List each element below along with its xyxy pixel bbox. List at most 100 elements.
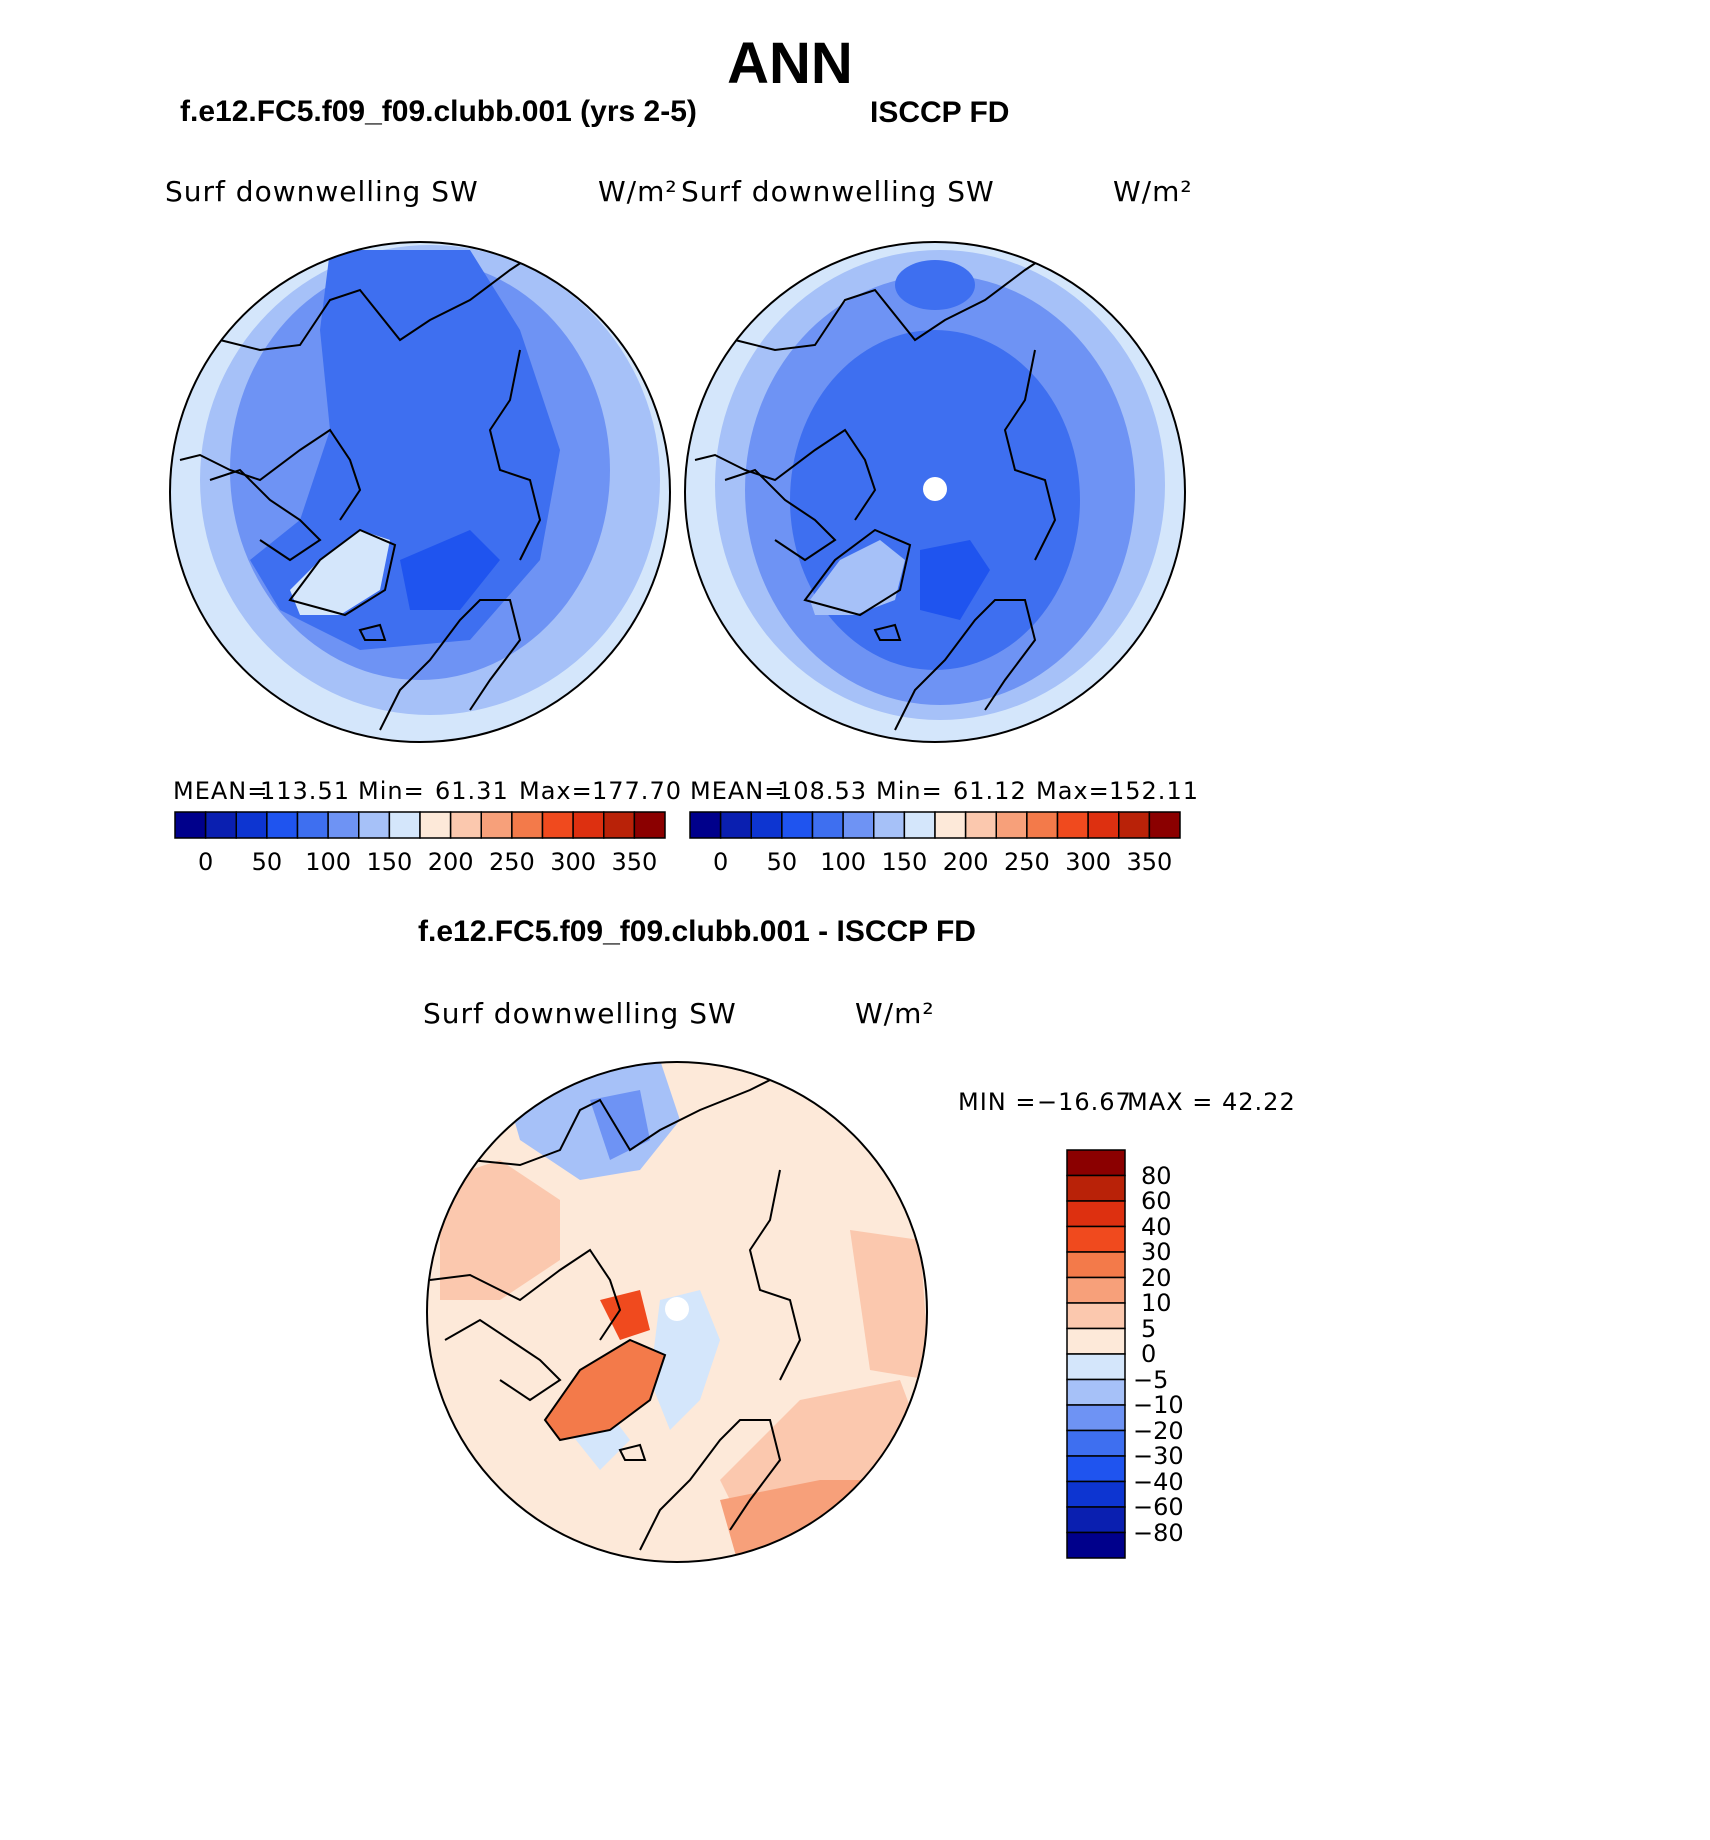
colorbar-1-swatch <box>633 811 666 839</box>
colorbar-2-swatch <box>719 811 752 839</box>
colorbar-1-swatch <box>296 811 329 839</box>
colorbar-2-swatch <box>750 811 783 839</box>
colorbar-diff-tick-label: 60 <box>1141 1187 1172 1215</box>
colorbar-diff-tick-label: −60 <box>1133 1493 1184 1521</box>
colorbar-1-swatch <box>480 811 513 839</box>
colorbar-diff-tick-label: 40 <box>1141 1212 1172 1241</box>
colorbar-diff-tick-label: −40 <box>1133 1467 1184 1496</box>
colorbar-diff-swatch <box>1066 1225 1126 1253</box>
colorbar-1-swatch <box>327 811 360 839</box>
colorbar-1-swatch <box>511 811 544 839</box>
colorbar-diff-swatch <box>1066 1531 1126 1559</box>
colorbar-diff-tick-label: −5 <box>1133 1365 1169 1394</box>
page-title: ANN <box>727 31 853 96</box>
map-difference-coastlines <box>429 1079 802 1551</box>
panel-1-mean-label: MEAN= <box>173 777 269 805</box>
difference-max-label: MAX = <box>1127 1088 1214 1116</box>
difference-max: 42.22 <box>1222 1088 1296 1116</box>
colorbar-difference <box>1066 1149 1126 1559</box>
map-panel-2-border <box>684 241 1186 743</box>
colorbar-2-swatch <box>811 811 844 839</box>
colorbar-diff-tick-label: 5 <box>1141 1314 1157 1343</box>
colorbar-diff-swatch <box>1066 1327 1126 1355</box>
panel-2-max-label: Max= <box>1036 777 1110 805</box>
colorbar-diff-tick-label: −10 <box>1133 1391 1184 1419</box>
colorbar-diff-swatch <box>1066 1404 1126 1432</box>
map-panel-2-coastlines <box>694 259 1057 731</box>
colorbar-diff-swatch <box>1066 1506 1126 1534</box>
colorbar-diff-swatch <box>1066 1149 1126 1177</box>
colorbar-diff-swatch <box>1066 1455 1126 1483</box>
panel-2-max: 152.11 <box>1109 777 1199 805</box>
colorbar-2-tick-label: 350 <box>1126 848 1173 876</box>
colorbar-2-swatch <box>842 811 875 839</box>
colorbar-diff-swatch <box>1066 1429 1126 1457</box>
colorbar-diff-swatch <box>1066 1378 1126 1406</box>
colorbar-2-swatch <box>873 811 906 839</box>
panel-2-mean-label: MEAN= <box>690 777 786 805</box>
colorbar-diff-tick-label: 10 <box>1141 1289 1172 1317</box>
panel-1-max-label: Max= <box>519 777 593 805</box>
colorbar-2-tick-label: 250 <box>1003 848 1050 876</box>
colorbar-2-tick-label: 100 <box>820 848 867 876</box>
colorbar-2-tick-label: 0 <box>712 848 729 876</box>
map-panel-1 <box>170 242 670 742</box>
colorbar-diff-swatch <box>1066 1353 1126 1381</box>
colorbar-diff-swatch <box>1066 1480 1126 1508</box>
panel-2-header: ISCCP FD <box>870 96 1010 129</box>
colorbar-2-swatch <box>964 811 997 839</box>
panel-2-mean: 108.53 <box>777 777 867 805</box>
colorbar-1-swatch <box>204 811 237 839</box>
colorbar-1-tick-label: 150 <box>366 848 413 876</box>
difference-units: W/m² <box>855 997 935 1030</box>
colorbar-diff-tick-label: 80 <box>1141 1161 1172 1190</box>
colorbar-1-swatch <box>358 811 391 839</box>
colorbar-2-swatch <box>1056 811 1089 839</box>
colorbar-1-tick-label: 0 <box>197 848 214 876</box>
colorbar-1-tick-label: 250 <box>488 848 535 876</box>
colorbar-1-swatch <box>572 811 605 839</box>
difference-min-label: MIN = <box>958 1088 1037 1116</box>
colorbar-2-swatch <box>934 811 967 839</box>
colorbar-diff-tick-label: 0 <box>1141 1340 1157 1368</box>
panel-2-variable: Surf downwelling SW <box>681 175 995 208</box>
colorbar-1-tick-label: 50 <box>251 848 283 876</box>
colorbar-1-swatch <box>449 811 482 839</box>
colorbar-1-tick-label: 100 <box>305 848 352 876</box>
panel-2-units: W/m² <box>1113 175 1193 208</box>
colorbar-2-swatch <box>1026 811 1059 839</box>
colorbar-2-tick-label: 150 <box>881 848 928 876</box>
colorbar-1-swatch <box>419 811 452 839</box>
colorbar-diff-swatch <box>1066 1200 1126 1228</box>
colorbar-diff-swatch <box>1066 1302 1126 1330</box>
difference-header: f.e12.FC5.f09_f09.clubb.001 - ISCCP FD <box>418 915 976 948</box>
colorbar-2-swatch <box>995 811 1028 839</box>
colorbar-diff-tick-label: 20 <box>1141 1263 1172 1292</box>
panel-1-variable: Surf downwelling SW <box>165 175 479 208</box>
colorbar-1-tick-label: 350 <box>611 848 658 876</box>
map-panel-1-border <box>169 241 671 743</box>
panel-1-max: 177.70 <box>592 777 682 805</box>
colorbar-panel-2 <box>689 811 1181 839</box>
panel-1-min-label: Min= <box>358 777 425 805</box>
colorbar-2-swatch <box>781 811 814 839</box>
panel-2-min-label: Min= <box>876 777 943 805</box>
colorbar-1-swatch <box>388 811 421 839</box>
panel-1-min: 61.31 <box>435 777 509 805</box>
colorbar-1-swatch <box>174 811 207 839</box>
colorbar-panel-1 <box>174 811 666 839</box>
colorbar-diff-tick-label: 30 <box>1141 1238 1172 1266</box>
colorbar-1-swatch <box>541 811 574 839</box>
panel-2-min: 61.12 <box>953 777 1027 805</box>
panel-1-header: f.e12.FC5.f09_f09.clubb.001 (yrs 2-5) <box>180 95 697 128</box>
colorbar-1-tick-label: 200 <box>427 848 474 876</box>
difference-variable: Surf downwelling SW <box>423 997 737 1030</box>
panel-1-units: W/m² <box>598 175 678 208</box>
colorbar-diff-swatch <box>1066 1174 1126 1202</box>
pole-hole-2 <box>923 477 947 501</box>
colorbar-diff-tick-label: −20 <box>1133 1416 1184 1445</box>
colorbar-2-swatch <box>1148 811 1181 839</box>
difference-min: −16.67 <box>1037 1088 1132 1116</box>
colorbar-diff-swatch <box>1066 1276 1126 1304</box>
